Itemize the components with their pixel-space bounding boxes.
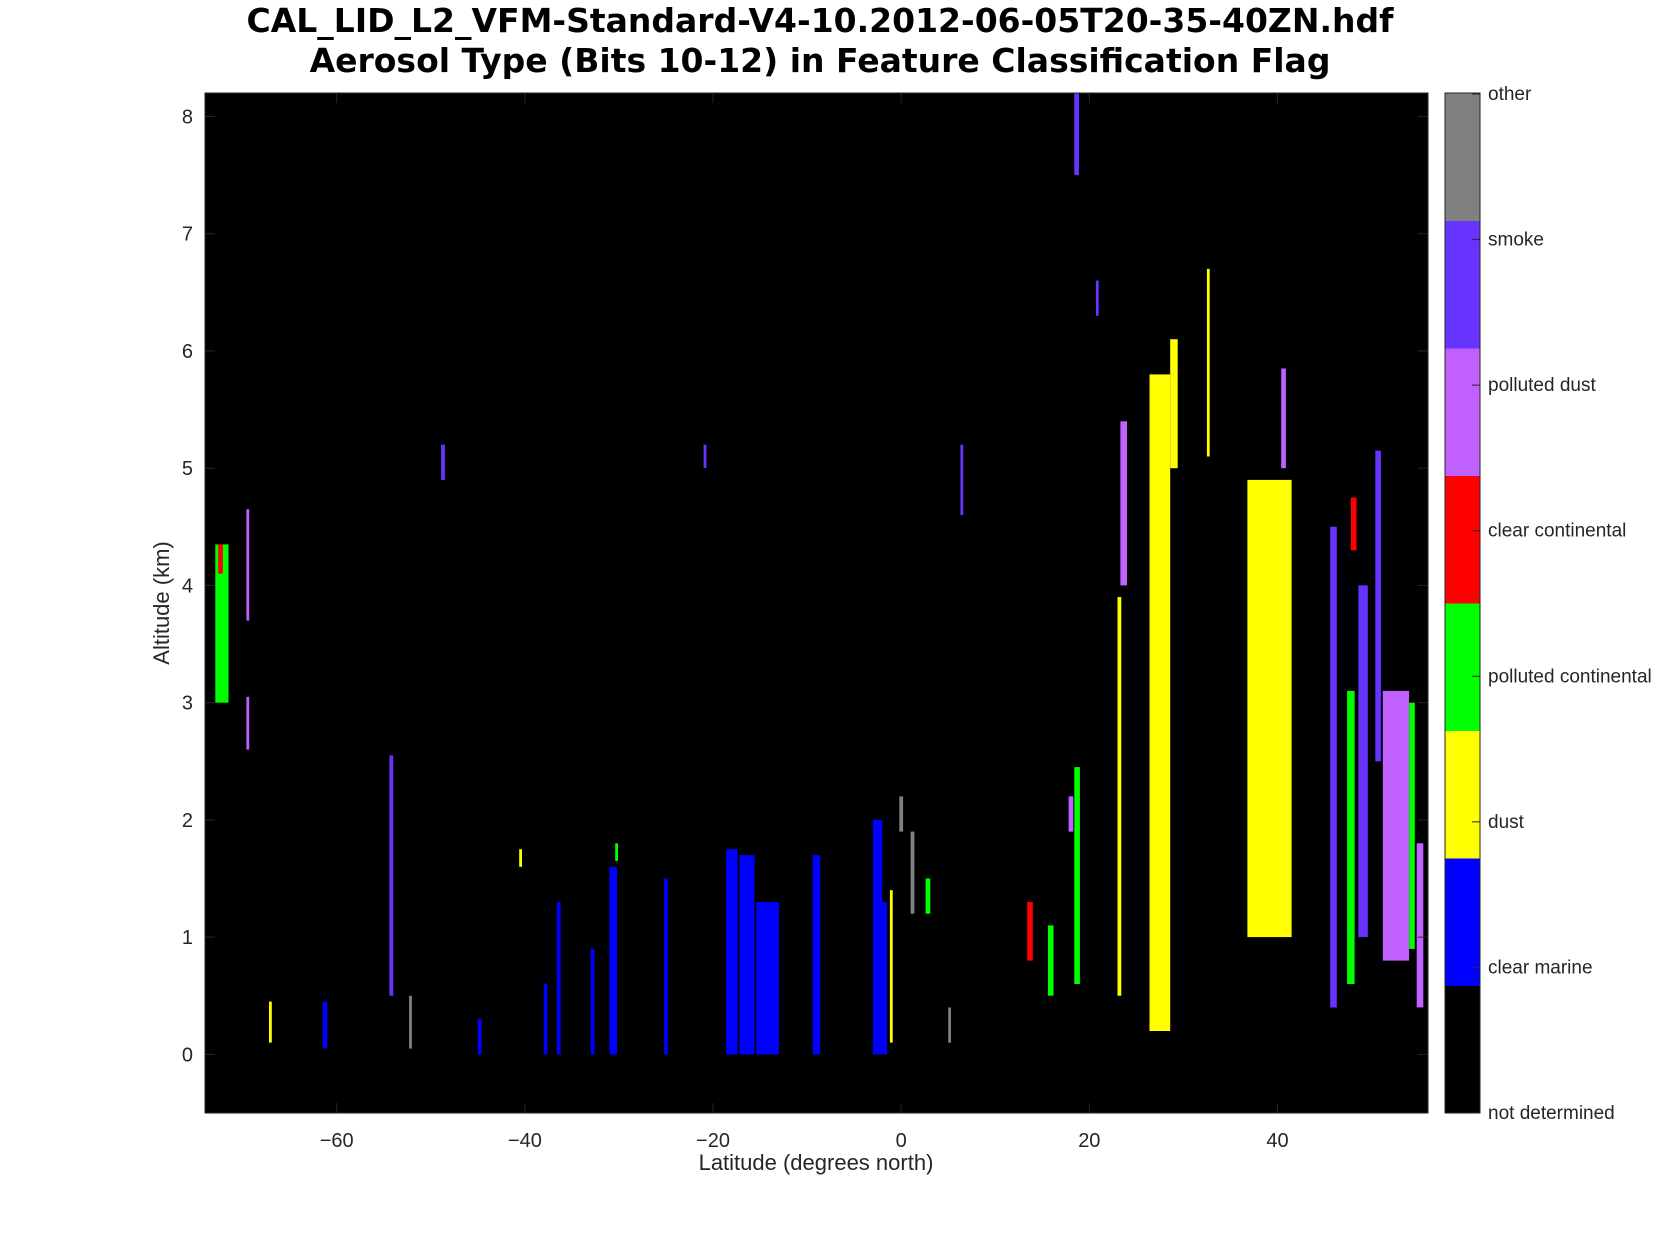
feature-polluted-continental-44 — [1347, 690, 1355, 984]
x-axis-label: Latitude (degrees north) — [699, 1150, 934, 1175]
y-axis-label: Altitude (km) — [149, 541, 174, 664]
plot-frame — [204, 92, 1429, 1114]
feature-clear-marine-5 — [322, 1001, 328, 1049]
feature-clear-marine-12 — [556, 902, 561, 1055]
feature-other-25 — [899, 796, 904, 832]
x-tick-label: 40 — [1266, 1130, 1288, 1152]
y-tick-label: 5 — [182, 458, 193, 480]
colorbar-swatch-polluted-continental — [1445, 603, 1480, 731]
y-tick-label: 6 — [182, 341, 193, 363]
colorbar-swatch-clear-continental — [1445, 475, 1480, 604]
feature-clear-marine-23 — [882, 902, 888, 1055]
y-tick-label: 1 — [182, 927, 193, 949]
feature-polluted-continental-15 — [615, 843, 618, 861]
feature-clear-marine-14 — [609, 866, 617, 1055]
feature-layer — [215, 93, 1424, 1055]
colorbar-swatch-not-determined — [1445, 985, 1480, 1114]
feature-clear-continental-30 — [1027, 902, 1033, 961]
colorbar-frame — [1444, 92, 1481, 1114]
feature-dust-4 — [269, 1001, 272, 1043]
feature-clear-marine-9 — [477, 1019, 482, 1055]
x-tick-label: 0 — [896, 1130, 907, 1152]
feature-polluted-dust-48 — [1382, 690, 1410, 961]
colorbar-label: dust — [1488, 812, 1525, 833]
feature-polluted-continental-27 — [925, 878, 931, 914]
feature-dust-41 — [1247, 479, 1292, 938]
feature-smoke-46 — [1358, 585, 1368, 938]
feature-other-7 — [409, 995, 412, 1049]
colorbar: not determined clear marine dust polluted c… — [1444, 84, 1652, 1124]
feature-clear-marine-16 — [664, 878, 668, 1055]
feature-dust-37 — [1117, 597, 1122, 996]
y-tick-label: 4 — [182, 575, 193, 597]
feature-smoke-34 — [1074, 93, 1079, 176]
feature-smoke-6 — [389, 755, 394, 996]
feature-smoke-17 — [703, 444, 707, 469]
plot-area: −60 −40 −20 0 20 40 0 1 2 3 4 5 6 7 8 — [182, 92, 1429, 1152]
colorbar-swatch-other — [1445, 93, 1480, 221]
feature-dust-40 — [1206, 268, 1210, 457]
feature-polluted-dust-42 — [1281, 368, 1286, 469]
feature-clear-marine-22 — [872, 819, 883, 1055]
chart-title-line-1: CAL_LID_L2_VFM-Standard-V4-10.2012-06-05… — [247, 1, 1395, 40]
feature-other-28 — [948, 1007, 951, 1043]
colorbar-label: not determined — [1488, 1103, 1615, 1124]
feature-clear-marine-21 — [812, 855, 821, 1055]
feature-dust-38 — [1149, 374, 1171, 1031]
y-tick-label: 2 — [182, 810, 193, 832]
colorbar-swatch-clear-marine — [1445, 858, 1480, 986]
feature-clear-marine-13 — [590, 948, 595, 1055]
colorbar-swatch-dust — [1445, 730, 1480, 859]
feature-smoke-43 — [1330, 526, 1337, 1008]
x-tick-label: −40 — [508, 1130, 542, 1152]
feature-clear-marine-20 — [756, 902, 779, 1055]
colorbar-label: other — [1488, 84, 1532, 105]
feature-smoke-35 — [1095, 280, 1099, 316]
feature-polluted-dust-2 — [246, 509, 250, 621]
y-tick-label: 7 — [182, 224, 193, 246]
x-axis-ticks: −60 −40 −20 0 20 40 — [320, 93, 1289, 1152]
feature-clear-marine-11 — [543, 984, 548, 1055]
feature-smoke-8 — [441, 444, 445, 480]
colorbar-label: polluted continental — [1488, 666, 1652, 687]
feature-polluted-dust-50 — [1416, 843, 1424, 1008]
feature-clear-marine-18 — [726, 849, 738, 1055]
feature-polluted-continental-0 — [215, 544, 229, 703]
y-axis-ticks: 0 1 2 3 4 5 6 7 8 — [182, 106, 1428, 1066]
y-tick-label: 3 — [182, 693, 193, 715]
feature-polluted-continental-49 — [1409, 702, 1415, 949]
colorbar-swatch-polluted-dust — [1445, 348, 1480, 476]
feature-dust-39 — [1170, 339, 1178, 469]
x-tick-label: 20 — [1078, 1130, 1100, 1152]
feature-smoke-47 — [1375, 450, 1381, 762]
chart-title-line-2: Aerosol Type (Bits 10-12) in Feature Cla… — [310, 41, 1331, 80]
feature-dust-24 — [889, 890, 893, 1043]
feature-polluted-dust-32 — [1068, 796, 1074, 832]
colorbar-label: smoke — [1488, 230, 1544, 251]
x-tick-label: −60 — [320, 1130, 354, 1152]
feature-polluted-continental-33 — [1074, 767, 1080, 984]
x-tick-label: −20 — [696, 1130, 730, 1152]
feature-clear-marine-19 — [739, 855, 755, 1055]
y-tick-label: 8 — [182, 106, 193, 128]
feature-polluted-dust-3 — [246, 696, 250, 750]
colorbar-label: clear marine — [1488, 957, 1593, 978]
feature-other-26 — [910, 831, 915, 914]
feature-dust-10 — [519, 849, 522, 867]
y-tick-label: 0 — [182, 1044, 193, 1066]
feature-smoke-29 — [960, 444, 964, 515]
colorbar-swatch-smoke — [1445, 220, 1480, 349]
feature-clear-continental-45 — [1350, 497, 1357, 551]
feature-clear-continental-1 — [218, 544, 223, 574]
feature-polluted-continental-31 — [1047, 925, 1054, 996]
colorbar-label: polluted dust — [1488, 375, 1596, 396]
feature-polluted-dust-36 — [1120, 421, 1127, 586]
colorbar-label: clear continental — [1488, 521, 1626, 542]
